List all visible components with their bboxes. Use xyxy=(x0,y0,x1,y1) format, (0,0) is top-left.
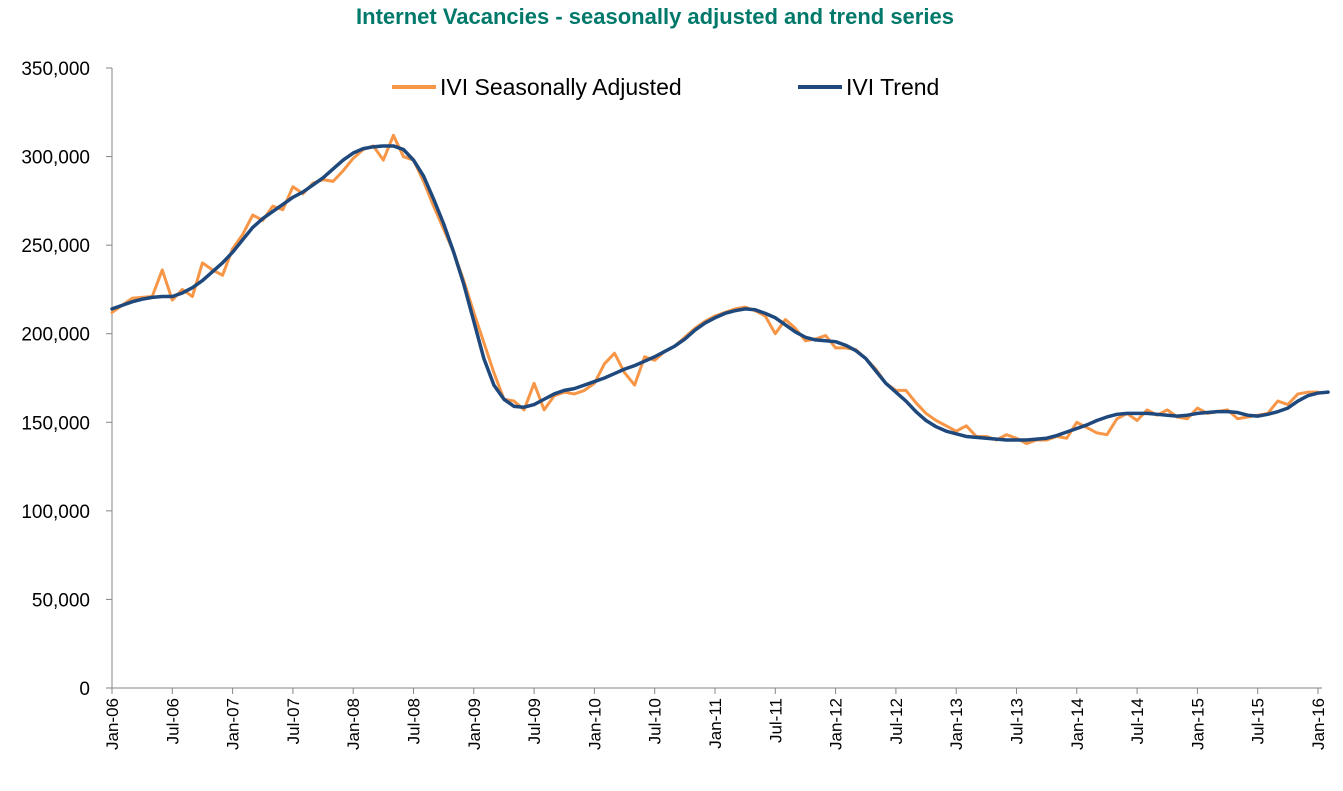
y-tick-label: 50,000 xyxy=(32,590,90,611)
x-tick-label: Jul-07 xyxy=(284,698,303,744)
y-tick-label: 350,000 xyxy=(21,59,90,80)
x-tick-label: Jan-09 xyxy=(465,698,484,750)
legend-label-seasonally-adjusted: IVI Seasonally Adjusted xyxy=(440,74,682,100)
axes xyxy=(111,68,1322,689)
x-tick-label: Jul-08 xyxy=(405,698,424,744)
series-line-trend xyxy=(110,144,1330,442)
x-tick-label: Jan-11 xyxy=(706,698,725,749)
x-tick-label: Jul-06 xyxy=(163,698,182,744)
x-tick-label: Jul-15 xyxy=(1249,698,1268,744)
x-tick-label: Jul-13 xyxy=(1008,698,1027,744)
series-line-seasonally-adjusted xyxy=(110,133,1320,446)
y-tick-label: 0 xyxy=(79,679,90,700)
legend: IVI Seasonally Adjusted IVI Trend xyxy=(392,74,939,100)
x-tick-label: Jul-14 xyxy=(1128,698,1147,744)
x-tick-label: Jul-09 xyxy=(525,698,544,744)
x-axis-ticks: Jan-06 Jul-06 Jan-07 Jul-07 Jan-08 Jul-08 Jan-… xyxy=(103,688,1328,750)
x-tick-label: Jan-12 xyxy=(827,698,846,750)
series-layer xyxy=(110,133,1330,446)
legend-label-trend: IVI Trend xyxy=(846,74,939,100)
y-tick-label: 200,000 xyxy=(21,325,90,346)
x-tick-label: Jan-10 xyxy=(585,698,604,750)
x-tick-label: Jan-08 xyxy=(344,698,363,750)
y-tick-label: 100,000 xyxy=(21,502,90,523)
x-tick-label: Jul-12 xyxy=(887,698,906,744)
y-axis-ticks: 0 50,000 100,000 150,000 200,000 250,000 300,0… xyxy=(21,59,112,700)
x-tick-label: Jan-07 xyxy=(224,698,243,750)
y-tick-label: 250,000 xyxy=(21,236,90,257)
x-tick-label: Jul-11 xyxy=(766,698,785,743)
x-tick-label: Jan-15 xyxy=(1188,698,1207,750)
x-tick-label: Jan-16 xyxy=(1309,698,1328,750)
y-tick-label: 300,000 xyxy=(21,148,90,169)
x-tick-label: Jan-14 xyxy=(1068,698,1087,750)
x-tick-label: Jan-06 xyxy=(103,698,122,750)
x-tick-label: Jan-13 xyxy=(947,698,966,750)
x-tick-label: Jul-10 xyxy=(646,698,665,744)
chart-title: Internet Vacancies - seasonally adjusted… xyxy=(356,4,954,29)
y-tick-label: 150,000 xyxy=(21,413,90,434)
